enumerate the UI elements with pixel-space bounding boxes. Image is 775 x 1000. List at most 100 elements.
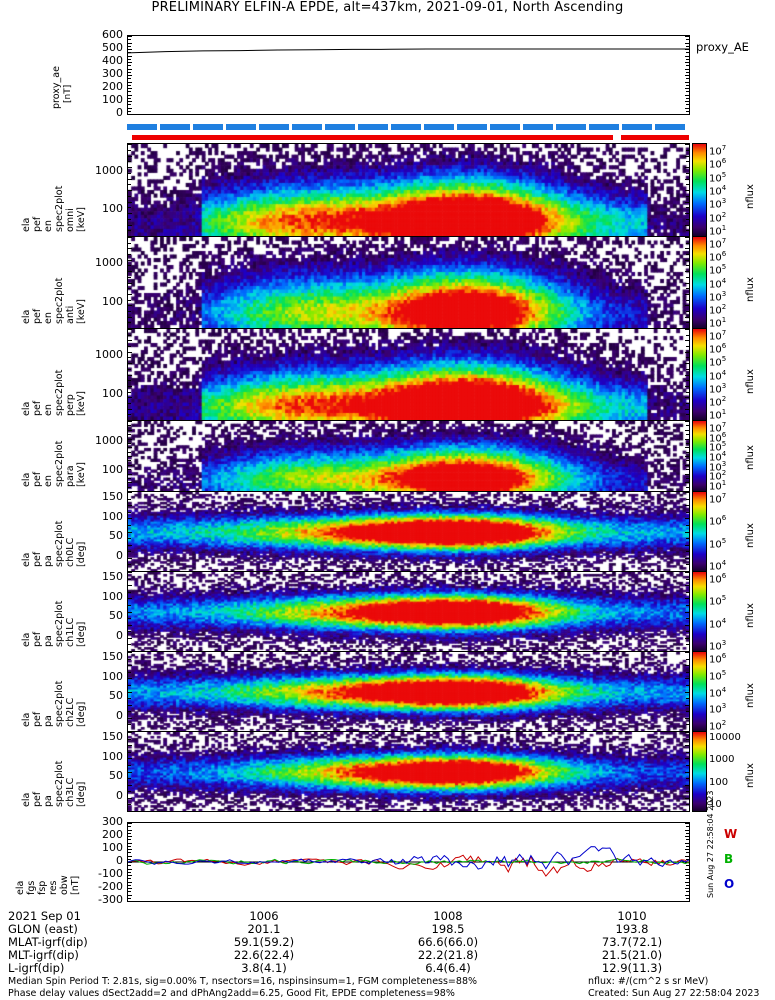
page-title: PRELIMINARY ELFIN-A EPDE, alt=437km, 202… (151, 0, 624, 15)
colorbar-gradient (693, 237, 706, 328)
omni-ylabel-line: [keV] (76, 207, 87, 232)
para-ylabel-line: pef (32, 471, 43, 487)
axis-ticks (682, 144, 689, 236)
para-panel (127, 420, 690, 492)
ch1LC-colorbar-label: nflux (745, 602, 756, 628)
ch2LC-ylabel-line: ch2LC (65, 697, 76, 727)
footer-value: 1010 (617, 909, 647, 923)
proxy-ae-ytick: 200 (102, 80, 123, 93)
status-bar-red-2 (621, 135, 689, 140)
proxy-ae-ytick: 600 (102, 28, 123, 41)
footer-note-2: Phase delay values dSect2add=2 and dPhAn… (8, 988, 455, 999)
ch0LC-ylabel-line: [deg] (76, 541, 87, 567)
ch0LC-colorbar-tick: 107 (709, 492, 727, 506)
proxy-ae-ytick: 400 (102, 54, 123, 67)
anti-colorbar-tick: 103 (709, 289, 727, 303)
omni-ylabel-line: en (43, 220, 54, 232)
ch3LC-colorbar-tick: 10000 (709, 732, 741, 743)
para-colorbar-tick: 102 (709, 469, 727, 483)
fgm-ytick: 100 (102, 841, 123, 854)
spectrogram-image (128, 492, 689, 571)
anti-ylabel-line: spec2plot (54, 277, 65, 324)
status-segment (391, 124, 421, 130)
perp-colorbar-tick: 102 (709, 394, 727, 409)
proxy-ae-ytick: 300 (102, 67, 123, 80)
omni-colorbar-tick: 105 (709, 170, 727, 184)
ch2LC-ylabel-line: spec2plot (54, 680, 65, 727)
status-bar-red-1 (132, 135, 613, 140)
omni-colorbar-tick: 106 (709, 157, 727, 171)
para-colorbar-tick: 105 (709, 440, 727, 454)
anti-panel (127, 236, 690, 329)
ch2LC-colorbar (692, 651, 707, 732)
ch3LC-ytick: 150 (102, 729, 123, 743)
fgm-ytick: -100 (98, 867, 123, 880)
colorbar-gradient (693, 329, 706, 420)
perp-colorbar-label: nflux (745, 368, 756, 394)
ch2LC-ylabel-line: ela (21, 712, 32, 727)
proxy-ae-ylabel: proxy_ae (51, 66, 62, 109)
axis-ticks (682, 823, 689, 901)
colorbar-gradient (693, 572, 706, 651)
fgm-ytick: 300 (102, 815, 123, 828)
omni-colorbar-tick: 103 (709, 197, 727, 211)
ch0LC-panel (127, 491, 690, 572)
fgm-traces (128, 846, 689, 877)
perp-colorbar-tick: 104 (709, 368, 727, 382)
ch2LC-colorbar-tick: 106 (709, 652, 727, 666)
omni-panel (127, 143, 690, 237)
ch1LC-ylabel-line: ch1LC (65, 617, 76, 647)
footer-value: 21.5(21.0) (601, 948, 663, 962)
ch2LC-colorbar-tick: 102 (709, 719, 727, 733)
axis-ticks (128, 329, 135, 420)
fgm-ytick: 200 (102, 828, 123, 841)
ch2LC-ylabel-line: pef (32, 711, 43, 727)
proxy-ae-panel (127, 35, 690, 115)
anti-colorbar-tick: 104 (709, 276, 727, 290)
ch1LC-ytick: 0 (116, 629, 123, 643)
status-segment (523, 124, 553, 130)
ch0LC-colorbar-tick: 106 (709, 514, 727, 528)
ch2LC-ylabel-line: pa (43, 715, 54, 727)
footer-value: 3.8(4.1) (241, 961, 287, 975)
footer-note-1: Median Spin Period T: 2.81s, sig=0.00% T… (8, 976, 478, 987)
axis-ticks (682, 732, 689, 811)
ch3LC-ylabel-line: [deg] (76, 781, 87, 807)
perp-ytick: 100 (102, 386, 123, 400)
ch3LC-ylabel-line: ela (21, 792, 32, 807)
ch3LC-ylabel-line: pa (43, 795, 54, 807)
perp-colorbar-tick: 101 (709, 408, 727, 422)
fgm-ytick: -300 (98, 893, 123, 906)
axis-ticks (128, 421, 135, 491)
omni-colorbar-tick: 101 (709, 224, 727, 238)
footer-value: 22.2(21.8) (417, 948, 479, 962)
colorbar-gradient (693, 652, 706, 731)
proxy-ae-ytick: 0 (116, 106, 123, 119)
para-ytick: 1000 (95, 434, 123, 447)
status-segment (193, 124, 223, 130)
spectrogram-image (128, 732, 689, 811)
fgm-ytick: 0 (116, 854, 123, 867)
fgm-ylabel-line: [nT] (70, 875, 81, 895)
perp-colorbar-tick: 105 (709, 355, 727, 369)
para-ylabel-line: spec2plot (54, 440, 65, 487)
para-colorbar-tick: 101 (709, 479, 727, 493)
omni-ytick: 1000 (95, 163, 123, 177)
anti-ylabel-line: anti (65, 305, 76, 324)
omni-ylabel-line: ela (21, 217, 32, 232)
axis-ticks (128, 36, 135, 114)
axis-ticks (682, 492, 689, 571)
axis-ticks (128, 237, 135, 328)
perp-colorbar-tick: 103 (709, 381, 727, 395)
ch2LC-ytick: 150 (102, 649, 123, 663)
axis-ticks (682, 329, 689, 420)
anti-colorbar (692, 236, 707, 329)
proxy-ae-yunit: [nT] (63, 84, 73, 103)
footer-value: 66.6(66.0) (417, 935, 479, 949)
anti-ylabel-line: [keV] (76, 299, 87, 324)
anti-colorbar-label: nflux (745, 276, 756, 302)
para-colorbar-tick: 107 (709, 421, 727, 435)
footer-value: 1008 (433, 909, 463, 923)
ch3LC-colorbar-label: nflux (745, 762, 756, 788)
ch2LC-colorbar-tick: 105 (709, 668, 727, 683)
